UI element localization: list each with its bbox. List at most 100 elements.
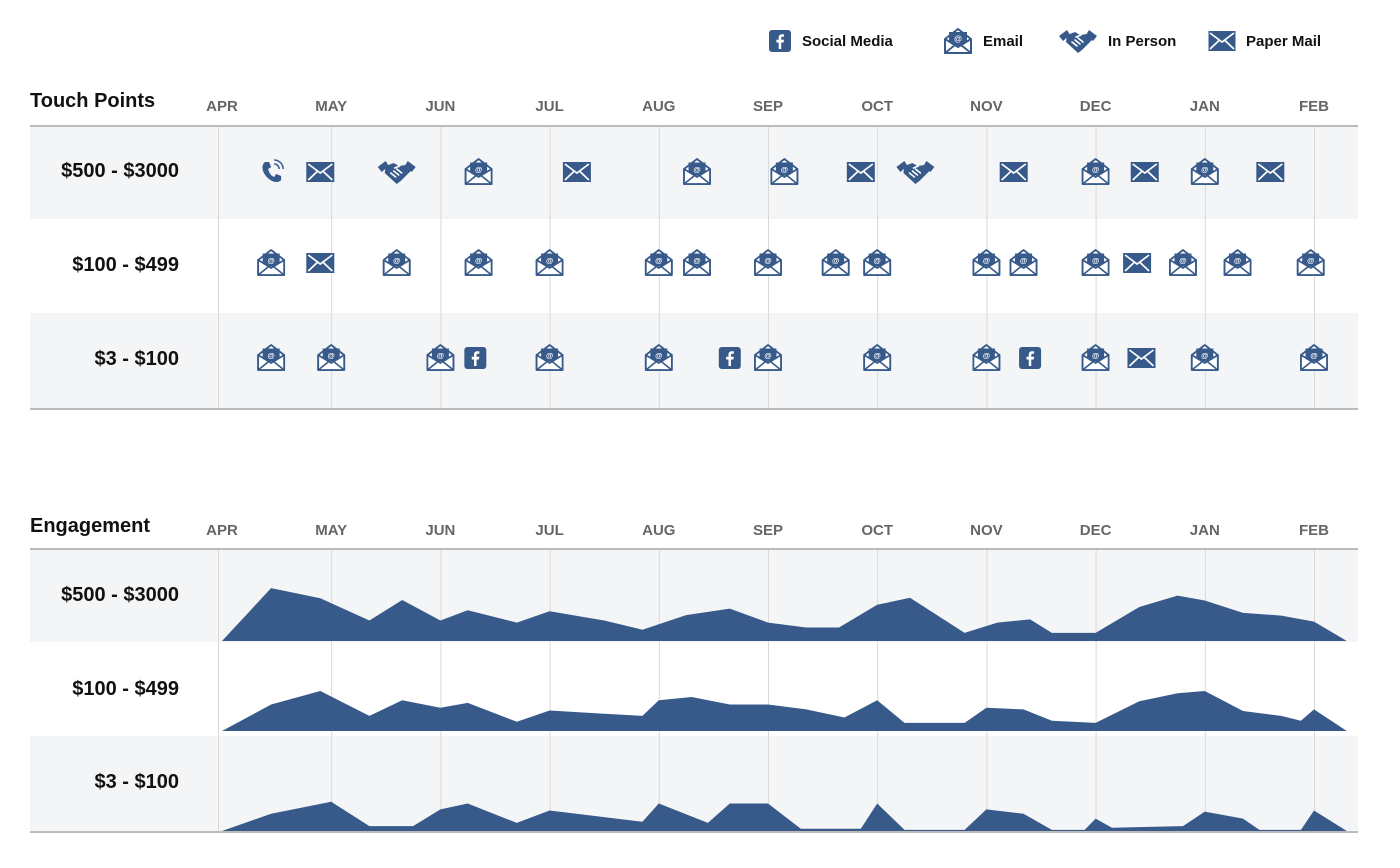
email-icon: @ xyxy=(257,344,286,371)
svg-text:@: @ xyxy=(1201,165,1208,174)
engagement-month-label-may: MAY xyxy=(315,522,348,539)
touch-points-title: Touch Points xyxy=(30,90,156,112)
touch-points-month-label-jan: JAN xyxy=(1189,98,1220,115)
email-icon: @ xyxy=(257,249,286,276)
legend-label: Email xyxy=(983,32,1024,50)
handshake-icon xyxy=(377,161,416,184)
touch-points-month-label-nov: NOV xyxy=(970,98,1003,115)
email-icon: @ xyxy=(382,249,411,276)
engagement-month-label-aug: AUG xyxy=(642,522,676,539)
svg-text:@: @ xyxy=(764,351,771,360)
touch-points-month-label-jul: JUL xyxy=(535,98,564,115)
touch-points-month-label-oct: OCT xyxy=(861,98,894,115)
svg-text:@: @ xyxy=(693,165,700,174)
email-icon: @ xyxy=(1009,249,1038,276)
legend-item-in-person: In Person xyxy=(1058,26,1176,56)
email-icon: @ xyxy=(863,344,892,371)
email-icon: @ xyxy=(1081,158,1110,185)
email-icon: @ xyxy=(1296,249,1325,276)
svg-text:@: @ xyxy=(655,351,662,360)
legend-item-email: @ Email xyxy=(943,26,1023,56)
engagement-area-series-1 xyxy=(222,691,1347,731)
touch-points-row-label: $500 - $3000 xyxy=(61,160,179,182)
email-icon: @ xyxy=(1223,249,1252,276)
svg-text:@: @ xyxy=(475,256,482,265)
social-media-icon xyxy=(769,30,791,52)
touch-points-month-label-apr: APR xyxy=(206,98,238,115)
svg-text:@: @ xyxy=(267,256,274,265)
svg-text:@: @ xyxy=(475,165,482,174)
legend-item-paper-mail: Paper Mail xyxy=(1208,26,1321,56)
touch-points-month-label-sep: SEP xyxy=(752,98,784,115)
engagement-month-label-jan: JAN xyxy=(1189,522,1220,539)
svg-text:@: @ xyxy=(1092,351,1099,360)
email-icon: @ xyxy=(644,249,673,276)
paper-mail-icon xyxy=(306,162,335,182)
legend-label: Social Media xyxy=(802,32,893,50)
svg-text:@: @ xyxy=(655,256,662,265)
touch-points-month-label-dec: DEC xyxy=(1079,98,1112,115)
svg-text:@: @ xyxy=(1307,256,1314,265)
engagement-month-label-jul: JUL xyxy=(535,522,564,539)
email-icon: @ xyxy=(754,344,782,371)
email-icon: @ xyxy=(944,28,972,54)
email-icon: @ xyxy=(464,158,493,185)
paper-mail-icon xyxy=(846,162,875,182)
email-icon: @ xyxy=(1300,344,1328,371)
email-icon: @ xyxy=(535,249,564,276)
paper-mail-icon xyxy=(306,253,335,273)
email-icon: @ xyxy=(1169,249,1197,276)
engagement-month-label-jun: JUN xyxy=(425,522,456,539)
svg-text:@: @ xyxy=(393,256,400,265)
svg-text:@: @ xyxy=(437,351,444,360)
svg-text:@: @ xyxy=(1092,256,1099,265)
engagement-month-label-nov: NOV xyxy=(970,522,1003,539)
email-icon: @ xyxy=(863,249,892,276)
handshake-icon xyxy=(896,161,935,184)
email-icon: @ xyxy=(1081,249,1110,276)
touch-points-row-label: $100 - $499 xyxy=(72,254,179,276)
svg-text:@: @ xyxy=(1201,351,1208,360)
engagement-month-label-dec: DEC xyxy=(1079,522,1112,539)
svg-text:@: @ xyxy=(1092,165,1099,174)
engagement-title: Engagement xyxy=(30,515,151,537)
handshake-icon xyxy=(1059,30,1097,53)
email-icon: @ xyxy=(683,158,711,185)
email-icon: @ xyxy=(464,249,493,276)
svg-text:@: @ xyxy=(1234,256,1241,265)
svg-text:@: @ xyxy=(781,165,788,174)
touch-points-month-label-aug: AUG xyxy=(642,98,676,115)
svg-text:@: @ xyxy=(546,351,553,360)
engagement-row-label: $500 - $3000 xyxy=(61,584,179,606)
email-icon: @ xyxy=(821,249,850,276)
touch-points-month-label-jun: JUN xyxy=(425,98,456,115)
engagement-month-label-apr: APR xyxy=(206,522,238,539)
engagement-month-label-sep: SEP xyxy=(752,522,784,539)
svg-text:@: @ xyxy=(954,35,962,44)
email-icon: @ xyxy=(972,249,1001,276)
paper-mail-icon xyxy=(1256,162,1285,182)
svg-text:@: @ xyxy=(546,256,553,265)
svg-text:@: @ xyxy=(1179,256,1186,265)
svg-text:@: @ xyxy=(874,256,881,265)
email-icon: @ xyxy=(683,249,711,276)
svg-text:@: @ xyxy=(267,351,274,360)
email-icon: @ xyxy=(535,344,564,371)
touch-points-row-label: $3 - $100 xyxy=(94,348,179,370)
engagement-area-series-2 xyxy=(222,801,1347,831)
svg-text:@: @ xyxy=(1020,256,1027,265)
svg-text:@: @ xyxy=(832,256,839,265)
email-icon: @ xyxy=(1190,158,1219,185)
engagement-row-label: $3 - $100 xyxy=(94,771,179,793)
engagement-row-band xyxy=(30,736,1358,832)
paper-mail-icon xyxy=(1208,31,1236,51)
email-icon: @ xyxy=(1190,344,1219,371)
svg-text:@: @ xyxy=(328,351,335,360)
touch-points-month-label-may: MAY xyxy=(315,98,348,115)
svg-text:@: @ xyxy=(1310,351,1317,360)
legend-item-social-media: Social Media xyxy=(768,26,893,56)
email-icon: @ xyxy=(317,344,346,371)
engagement-row-label: $100 - $499 xyxy=(72,678,179,700)
